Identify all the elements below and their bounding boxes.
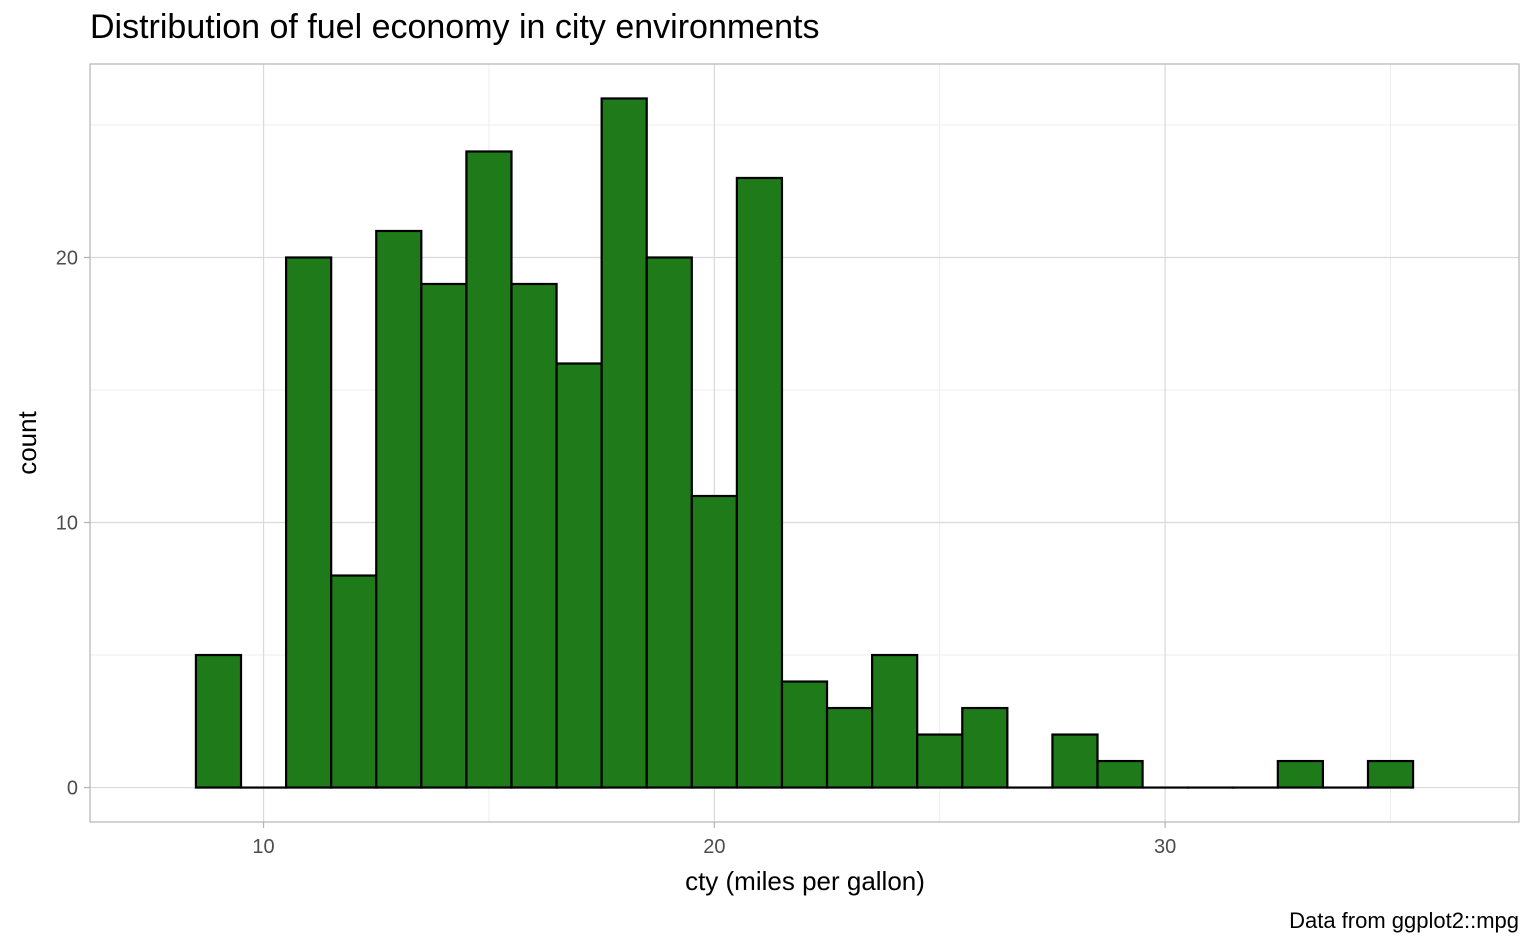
x-axis-title: cty (miles per gallon) (685, 866, 925, 896)
histogram-bar (961, 706, 1009, 789)
histogram-bar (1276, 759, 1325, 789)
x-tick-label: 10 (252, 836, 274, 858)
histogram-bar (871, 653, 919, 789)
panel-border (89, 63, 1520, 823)
histogram-bar (780, 680, 829, 789)
chart-title: Distribution of fuel economy in city env… (90, 8, 820, 46)
histogram-bar (194, 653, 243, 789)
histogram-bar (916, 733, 964, 789)
histogram-bar (825, 706, 874, 789)
histogram-bar (600, 97, 648, 789)
y-axis-title: count (12, 410, 42, 474)
histogram-bar (510, 282, 558, 789)
y-tick-label: 20 (56, 247, 78, 269)
y-tick-label: 0 (67, 778, 78, 800)
histogram-bar (645, 256, 693, 789)
x-tick-label: 20 (703, 836, 725, 858)
histogram-bar (690, 494, 738, 789)
histogram-bar (735, 176, 784, 789)
histogram-bar (375, 229, 423, 789)
histogram-bar (284, 256, 333, 789)
histogram-bar (555, 362, 603, 789)
chart-caption: Data from ggplot2::mpg (1289, 908, 1519, 933)
histogram-bar (330, 574, 378, 789)
y-axis: 0 10 20 (56, 247, 90, 800)
histogram-bars (194, 97, 1415, 789)
x-tick-label: 30 (1154, 836, 1176, 858)
x-axis: 10 20 30 (252, 822, 1176, 858)
histogram-bar (420, 282, 468, 789)
histogram-bar (1096, 759, 1144, 789)
histogram-bar (1366, 759, 1415, 789)
histogram-bar (1051, 733, 1099, 789)
y-tick-label: 10 (56, 513, 78, 535)
histogram-bar (465, 150, 513, 789)
